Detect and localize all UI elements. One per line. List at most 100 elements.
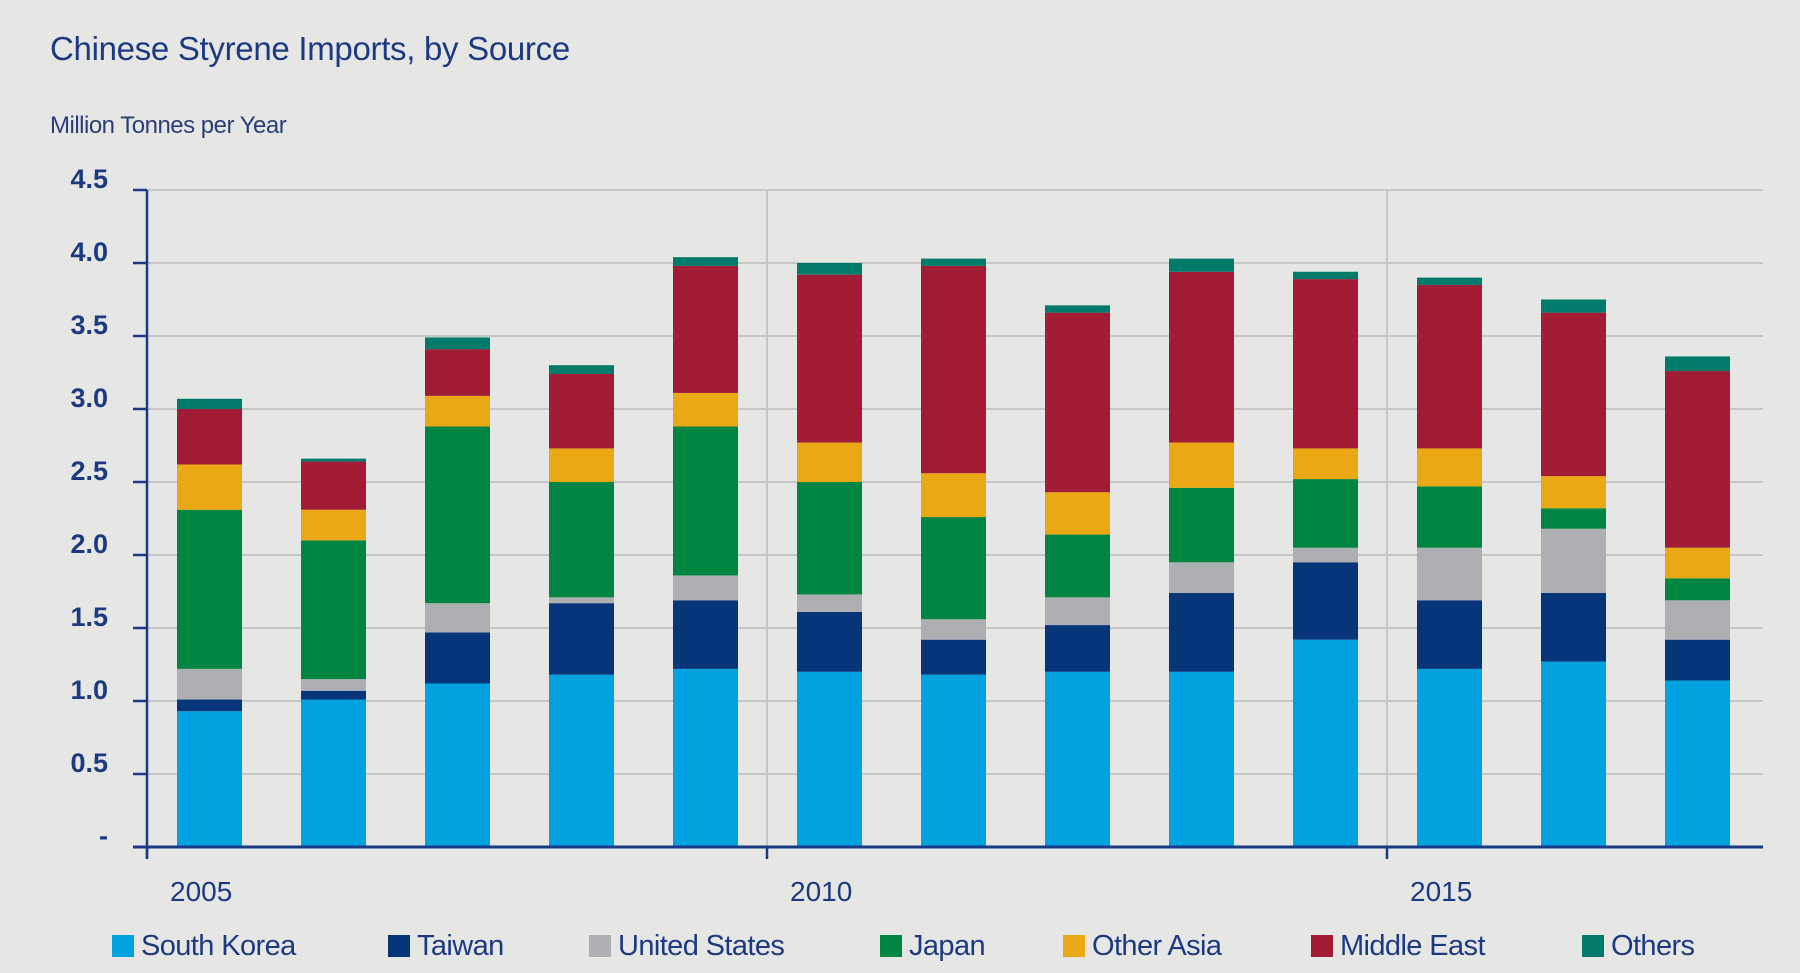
bar-segment-south-korea — [921, 674, 986, 847]
legend-item-others: Others — [1582, 928, 1695, 964]
bar-stack-2009 — [673, 257, 738, 847]
bar-segment-united-states — [1541, 528, 1606, 593]
bar-segment-united-states — [1665, 600, 1730, 640]
legend-swatch — [880, 935, 902, 957]
bar-stack-2017 — [1665, 356, 1730, 847]
legend: South Korea Taiwan United States Japan Other… — [0, 928, 1800, 964]
bar-segment-south-korea — [1665, 680, 1730, 847]
bar-stack-2012 — [1045, 305, 1110, 847]
x-tick-label: 2015 — [1410, 876, 1472, 907]
bar-stack-2013 — [1169, 258, 1234, 847]
bar-segment-united-states — [301, 679, 366, 691]
bar-stack-2016 — [1541, 299, 1606, 847]
bar-segment-japan — [1541, 508, 1606, 529]
bar-segment-taiwan — [1045, 625, 1110, 672]
y-axis-label: Million Tonnes per Year — [50, 112, 287, 139]
bar-stack-2007 — [425, 337, 490, 847]
y-tick-label: 2.5 — [70, 456, 108, 486]
bar-segment-other-asia — [1293, 448, 1358, 480]
x-tick-label: 2010 — [790, 876, 852, 907]
bar-segment-south-korea — [425, 683, 490, 847]
bar-segment-taiwan — [301, 690, 366, 700]
bar-segment-south-korea — [1541, 661, 1606, 847]
bar-stack-2005 — [177, 398, 242, 847]
x-tick-label: 2005 — [170, 876, 232, 907]
bar-segment-japan — [549, 482, 614, 598]
bar-segment-others — [549, 365, 614, 374]
bar-segment-other-asia — [1541, 476, 1606, 509]
bar-segment-taiwan — [177, 699, 242, 712]
bar-segment-taiwan — [1665, 639, 1730, 681]
legend-label: Taiwan — [417, 929, 504, 962]
bar-segment-japan — [1293, 479, 1358, 548]
bar-segment-united-states — [425, 603, 490, 633]
legend-label: Others — [1611, 929, 1695, 962]
bar-segment-taiwan — [425, 632, 490, 684]
bar-segment-south-korea — [1417, 668, 1482, 847]
bar-segment-taiwan — [1169, 592, 1234, 672]
bar-segment-united-states — [921, 619, 986, 640]
bar-segment-middle-east — [177, 409, 242, 465]
bar-segment-south-korea — [301, 699, 366, 847]
bar-segment-united-states — [1417, 547, 1482, 601]
bar-segment-middle-east — [797, 274, 862, 443]
bar-segment-japan — [177, 509, 242, 669]
y-axis-ticks: - 0.5 1.0 1.5 2.0 2.5 3.0 3.5 4.0 4.5 — [70, 164, 147, 851]
y-tick-label: 3.5 — [70, 310, 108, 340]
bar-segment-other-asia — [425, 395, 490, 427]
bar-segment-united-states — [177, 668, 242, 700]
y-tick-label: 1.5 — [70, 602, 108, 632]
bar-segment-united-states — [1169, 562, 1234, 593]
legend-item-japan: Japan — [880, 928, 986, 964]
bar-segment-middle-east — [1541, 312, 1606, 477]
legend-label: United States — [618, 929, 785, 962]
legend-label: Japan — [909, 929, 986, 962]
bar-segment-others — [1045, 305, 1110, 313]
y-tick-label: 3.0 — [70, 383, 108, 413]
bar-segment-japan — [1045, 534, 1110, 598]
bar-segment-others — [797, 263, 862, 275]
legend-label: South Korea — [141, 929, 296, 962]
bar-segment-japan — [673, 426, 738, 576]
bar-segment-japan — [1169, 487, 1234, 563]
bar-segment-taiwan — [673, 600, 738, 669]
legend-item-other-asia: Other Asia — [1063, 928, 1222, 964]
bar-segment-south-korea — [177, 711, 242, 847]
y-tick-label: 4.5 — [70, 164, 108, 194]
chart-title: Chinese Styrene Imports, by Source — [50, 30, 570, 67]
bar-segment-japan — [301, 540, 366, 680]
bar-segment-taiwan — [1293, 562, 1358, 640]
bar-stack-2008 — [549, 365, 614, 847]
bar-segment-south-korea — [673, 668, 738, 847]
bar-segment-middle-east — [1293, 279, 1358, 449]
legend-label: Middle East — [1340, 929, 1486, 962]
bar-segment-united-states — [797, 594, 862, 612]
bar-segment-taiwan — [549, 603, 614, 675]
bar-segment-japan — [1665, 578, 1730, 601]
y-tick-label: 1.0 — [70, 675, 108, 705]
legend-swatch — [112, 935, 134, 957]
bar-segment-other-asia — [301, 509, 366, 541]
bar-segment-other-asia — [177, 464, 242, 510]
bar-segment-middle-east — [301, 461, 366, 510]
bar-segment-taiwan — [1417, 600, 1482, 669]
bar-stack-2015 — [1417, 277, 1482, 847]
bar-segment-others — [1541, 299, 1606, 313]
bar-segment-other-asia — [1169, 442, 1234, 488]
bar-segment-taiwan — [797, 611, 862, 672]
bar-segment-middle-east — [1417, 284, 1482, 449]
bar-stack-2014 — [1293, 271, 1358, 847]
legend-swatch — [1311, 935, 1333, 957]
bar-segment-taiwan — [1541, 592, 1606, 662]
y-tick-label: 2.0 — [70, 529, 108, 559]
bar-stack-2006 — [301, 458, 366, 847]
bar-segment-others — [177, 398, 242, 409]
legend-label: Other Asia — [1092, 929, 1222, 962]
bar-segment-middle-east — [1665, 371, 1730, 548]
bar-segment-united-states — [549, 597, 614, 604]
bar-segment-others — [1293, 271, 1358, 280]
bar-segment-others — [1665, 356, 1730, 372]
bar-segment-other-asia — [921, 473, 986, 518]
bar-segment-south-korea — [1045, 671, 1110, 847]
bar-segment-middle-east — [673, 265, 738, 393]
